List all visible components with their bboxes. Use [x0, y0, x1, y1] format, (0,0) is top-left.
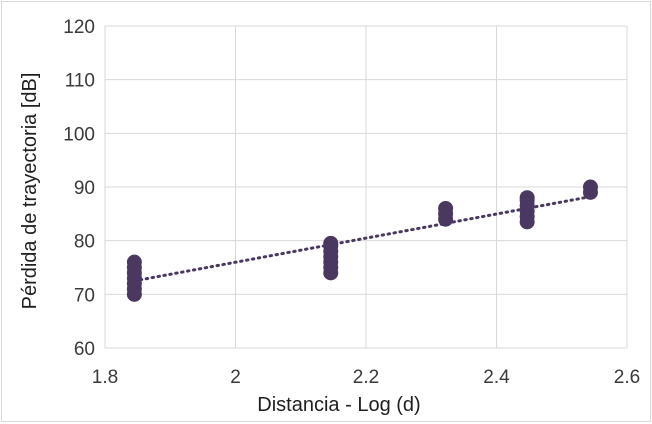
data-point — [323, 235, 339, 251]
x-tick-label: 2.2 — [353, 367, 379, 388]
x-tick-label: 2 — [230, 367, 241, 388]
gridlines — [104, 25, 628, 349]
y-tick-label: 120 — [63, 17, 95, 38]
y-axis-title: Pérdida de trayectoria [dB] — [19, 73, 41, 310]
y-tick-label: 80 — [74, 232, 95, 253]
data-point — [519, 190, 535, 206]
y-axis-ticks: 60 70 80 90 100 110 120 — [63, 17, 95, 360]
y-tick-label: 100 — [63, 124, 95, 145]
x-tick-label: 2.6 — [614, 367, 640, 388]
y-tick-label: 60 — [74, 339, 95, 360]
data-point — [582, 179, 598, 195]
x-axis-ticks: 1.8 2 2.2 2.4 2.6 — [92, 367, 640, 388]
data-point — [126, 254, 142, 270]
y-tick-label: 90 — [74, 178, 95, 199]
trendline — [132, 195, 592, 283]
data-point — [438, 200, 454, 216]
y-tick-label: 70 — [74, 285, 95, 306]
data-points — [126, 179, 598, 302]
y-tick-label: 110 — [65, 71, 95, 92]
x-axis-title: Distancia - Log (d) — [257, 394, 420, 416]
trendline-group — [132, 195, 592, 283]
x-tick-label: 1.8 — [92, 367, 118, 388]
x-tick-label: 2.4 — [483, 367, 510, 388]
